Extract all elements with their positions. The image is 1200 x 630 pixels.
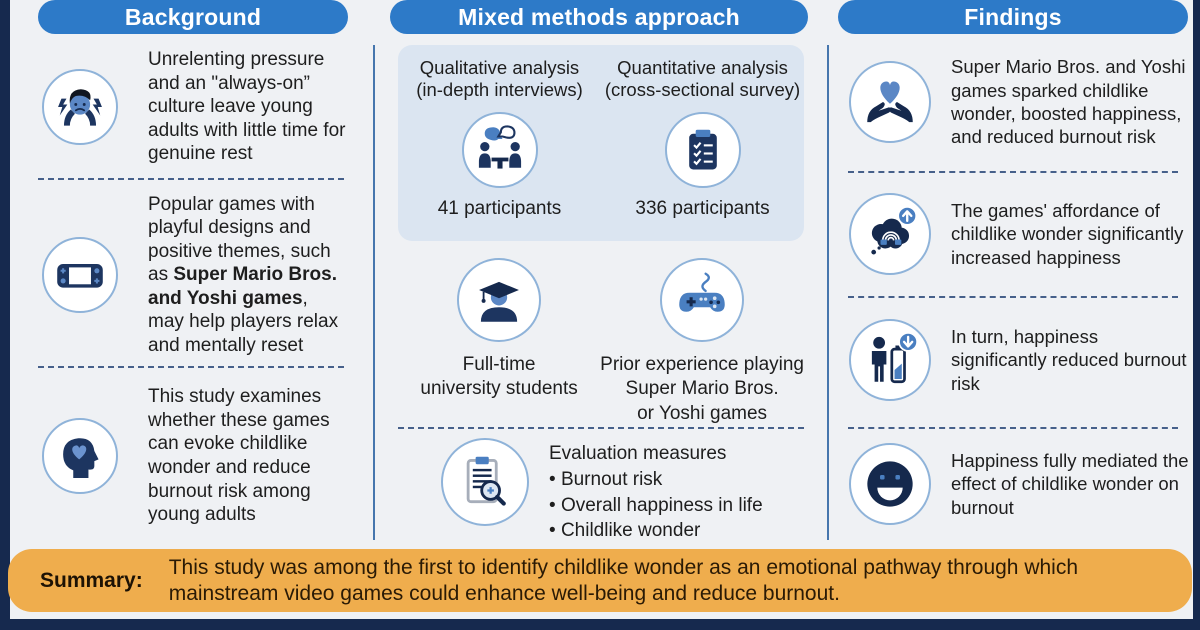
clipboard-magnifier-icon xyxy=(441,438,529,526)
quantitative-block: Quantitative analysis (cross-sectional s… xyxy=(601,45,804,241)
label-line: Quantitative analysis xyxy=(617,57,788,78)
label-line: Qualitative analysis xyxy=(419,57,580,78)
dashed-divider xyxy=(38,178,344,180)
evaluation-bullet: Childlike wonder xyxy=(549,518,763,544)
frame-left-border xyxy=(0,0,10,630)
game-controller-icon xyxy=(660,258,745,342)
column-divider xyxy=(827,45,829,540)
caption-line: or Yoshi games xyxy=(637,402,768,424)
label-line: (in-depth interviews) xyxy=(416,79,583,101)
mixed-methods-header: Mixed methods approach xyxy=(390,0,808,34)
dashed-divider xyxy=(848,427,1178,429)
stressed-person-icon xyxy=(42,69,118,145)
finding-item: The games' affordance of childlike wonde… xyxy=(849,190,1189,278)
label-line: (cross-sectional survey) xyxy=(604,79,801,101)
prior-experience-block: Prior experience playing Super Mario Bro… xyxy=(600,258,804,426)
dashed-divider xyxy=(398,427,804,429)
finding-item: In turn, happiness significantly reduced… xyxy=(849,316,1189,404)
background-item: Unrelenting pressure and an "always-on” … xyxy=(42,48,348,166)
summary-bar: Summary: This study was among the first … xyxy=(8,549,1192,612)
background-item: Popular games with playful designs and p… xyxy=(42,194,348,356)
smiley-face-icon xyxy=(849,443,931,525)
evaluation-block: Evaluation measures Burnout risk Overall… xyxy=(441,438,763,544)
dashed-divider xyxy=(38,366,344,368)
clipboard-checklist-icon xyxy=(664,112,741,189)
game-console-icon xyxy=(42,237,118,313)
caption-line: Full-time xyxy=(462,354,536,375)
evaluation-heading: Evaluation measures xyxy=(549,443,727,464)
prior-experience-caption: Prior experience playing Super Mario Bro… xyxy=(600,353,804,426)
background-item-text: Popular games with playful designs and p… xyxy=(148,193,348,358)
background-item: This study examines whether these games … xyxy=(42,386,348,525)
dashed-divider xyxy=(848,296,1178,298)
head-heart-icon xyxy=(42,418,118,494)
frame-bottom-border xyxy=(0,619,1200,630)
dashed-divider xyxy=(848,171,1178,173)
qualitative-label: Qualitative analysis (in-depth interview… xyxy=(416,57,583,101)
column-divider xyxy=(373,45,375,540)
caption-line: university students xyxy=(420,378,578,400)
finding-text: In turn, happiness significantly reduced… xyxy=(951,326,1187,394)
hands-heart-icon xyxy=(849,61,931,143)
qualitative-block: Qualitative analysis (in-depth interview… xyxy=(398,45,601,241)
evaluation-text: Evaluation measures Burnout risk Overall… xyxy=(549,438,763,544)
finding-text: Super Mario Bros. and Yoshi games sparke… xyxy=(951,56,1186,148)
evaluation-bullet: Burnout risk xyxy=(549,467,763,493)
analysis-panel: Qualitative analysis (in-depth interview… xyxy=(398,45,804,241)
text-segment: Popular games with playful designs and p… xyxy=(148,193,331,286)
students-block: Full-time university students xyxy=(398,258,600,426)
summary-text: This study was among the first to identi… xyxy=(168,555,1079,605)
sample-row: Full-time university students Prior expe… xyxy=(398,258,804,426)
person-battery-down-icon xyxy=(849,319,931,401)
finding-item: Super Mario Bros. and Yoshi games sparke… xyxy=(849,50,1189,154)
graduate-student-icon xyxy=(457,258,542,342)
finding-text: The games' affordance of childlike wonde… xyxy=(951,200,1184,268)
frame-right-border xyxy=(1193,0,1200,630)
caption-line: Super Mario Bros. xyxy=(625,378,779,400)
background-header: Background xyxy=(38,0,348,34)
finding-text: Happiness fully mediated the effect of c… xyxy=(951,450,1189,518)
caption-line: Prior experience playing xyxy=(600,354,804,375)
summary-label: Summary: xyxy=(40,568,143,592)
findings-header: Findings xyxy=(838,0,1188,34)
quantitative-label: Quantitative analysis (cross-sectional s… xyxy=(605,57,800,101)
evaluation-bullet: Overall happiness in life xyxy=(549,493,763,519)
background-item-text: Unrelenting pressure and an "always-on” … xyxy=(148,49,346,165)
text-segment-bold: Super Mario Bros. and Yoshi games xyxy=(148,264,338,309)
background-item-text: This study examines whether these games … xyxy=(148,386,330,526)
thought-rainbow-up-icon xyxy=(849,193,931,275)
participants-count: 41 participants xyxy=(437,198,562,220)
text-segment: , may help players relax and mentally re… xyxy=(148,287,339,356)
participants-count: 336 participants xyxy=(635,198,770,220)
students-caption: Full-time university students xyxy=(420,353,577,402)
finding-item: Happiness fully mediated the effect of c… xyxy=(849,442,1189,526)
interview-icon xyxy=(461,112,538,189)
